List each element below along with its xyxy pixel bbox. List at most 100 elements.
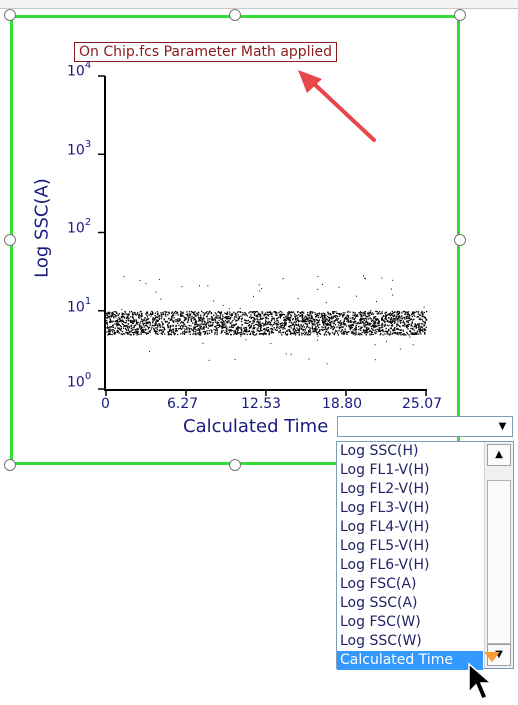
scatter-point [159, 324, 162, 326]
plot-title[interactable]: On Chip.fcs Parameter Math applied [74, 42, 337, 62]
scatter-point [121, 333, 123, 336]
scatter-point [397, 324, 399, 326]
scatter-point [271, 328, 273, 330]
list-item-log-fl4-v-h[interactable]: Log FL4-V(H) [340, 519, 430, 535]
scatter-point [366, 330, 368, 332]
scatter-point [221, 314, 224, 316]
resize-handle-left[interactable] [4, 234, 16, 246]
scatter-point [108, 332, 111, 335]
scatter-point-outlier [315, 327, 317, 329]
scatter-point-outlier [148, 327, 150, 329]
scatter-point [184, 318, 186, 321]
scatter-point [392, 330, 394, 332]
resize-handle-top-left[interactable] [4, 9, 16, 21]
scatter-point [329, 314, 331, 316]
scatter-point [221, 324, 223, 326]
resize-handle-bottom-left[interactable] [4, 459, 16, 471]
scatter-point [168, 311, 170, 313]
scatter-point [355, 320, 357, 322]
list-item-log-fl5-v-h[interactable]: Log FL5-V(H) [340, 538, 430, 554]
scatter-point [264, 323, 266, 325]
resize-handle-bottom[interactable] [229, 459, 241, 471]
parameter-list[interactable]: Log SSC(H) Log FL1-V(H) Log FL2-V(H) Log… [336, 441, 514, 670]
scatter-point [381, 319, 383, 321]
scatter-point [113, 317, 115, 319]
resize-handle-right[interactable] [454, 234, 466, 246]
scatter-point [114, 323, 116, 325]
scatter-point [386, 314, 388, 317]
scatter-point [240, 332, 242, 334]
scatter-point [314, 331, 316, 333]
scatter-point [333, 316, 335, 318]
scatter-point [425, 319, 428, 321]
scatter-point [131, 327, 133, 329]
scatter-point [274, 323, 276, 325]
list-item-log-fl3-v-h[interactable]: Log FL3-V(H) [340, 500, 430, 516]
scatter-point [130, 319, 132, 322]
list-item-log-ssc-h[interactable]: Log SSC(H) [340, 443, 419, 459]
scatter-point [266, 311, 269, 313]
list-scrollbar[interactable]: ▲ ▼ [484, 442, 513, 668]
scatter-point [414, 332, 416, 334]
scatter-point [253, 324, 255, 326]
scatter-point [347, 315, 349, 318]
scatter-point [316, 322, 318, 324]
dropdown-arrow-icon[interactable]: ▼ [498, 421, 507, 432]
scatter-point [128, 331, 130, 333]
scatter-point [207, 322, 210, 324]
list-item-log-fl6-v-h[interactable]: Log FL6-V(H) [340, 557, 430, 573]
scatter-point [124, 311, 126, 313]
y-axis-label[interactable]: Log SSC(A) [31, 178, 53, 278]
scatter-point [312, 328, 314, 330]
resize-handle-top[interactable] [229, 9, 241, 21]
scatter-point [325, 326, 327, 328]
scatter-point [117, 324, 119, 326]
scatter-point [326, 328, 328, 330]
scatter-point [317, 331, 319, 334]
scatter-point-outlier [234, 358, 236, 360]
scroll-up-icon[interactable]: ▲ [487, 444, 511, 466]
scatter-point [390, 314, 393, 316]
list-item-log-fl1-v-h[interactable]: Log FL1-V(H) [340, 462, 430, 478]
scatter-point [297, 328, 299, 330]
x-axis-label[interactable]: Calculated Time [183, 416, 329, 437]
scatter-point [405, 334, 407, 336]
scatter-point [253, 318, 255, 320]
scatter-point-outlier [413, 314, 415, 316]
scatter-point [288, 318, 290, 320]
list-item-log-ssc-w[interactable]: Log SSC(W) [340, 633, 422, 649]
scatter-point [204, 313, 206, 315]
scatter-point [410, 318, 413, 320]
scatter-point [391, 314, 393, 316]
y-tick-label-10-4: 104 [67, 60, 92, 80]
scatter-point [181, 314, 183, 316]
scatter-point [112, 326, 114, 328]
scatter-point [314, 320, 316, 322]
list-item-log-fl2-v-h[interactable]: Log FL2-V(H) [340, 481, 430, 497]
scatter-point-outlier [156, 319, 158, 321]
list-item-log-fsc-a[interactable]: Log FSC(A) [340, 576, 417, 592]
scatter-point [212, 317, 214, 319]
list-item-log-ssc-a[interactable]: Log SSC(A) [340, 595, 418, 611]
scatter-point [366, 316, 368, 318]
scatter-point [384, 324, 386, 327]
scroll-thumb[interactable] [487, 480, 511, 644]
scatter-point [229, 313, 231, 315]
list-item-calculated-time[interactable]: Calculated Time [337, 651, 483, 670]
scatter-point [328, 319, 331, 321]
scatter-point [167, 332, 170, 335]
scatter-point [247, 325, 250, 327]
scatter-point [266, 330, 269, 332]
scatter-point [214, 325, 216, 327]
scatter-point [108, 312, 110, 315]
scatter-point [132, 332, 134, 334]
scatter-point [171, 316, 173, 319]
list-item-log-fsc-w[interactable]: Log FSC(W) [340, 614, 421, 630]
scatter-point [118, 316, 120, 319]
scatter-point [264, 333, 266, 335]
scatter-point [127, 313, 129, 315]
scatter-point [296, 330, 298, 332]
parameter-dropdown[interactable]: ▼ [337, 416, 513, 437]
scatter-point [414, 311, 416, 314]
resize-handle-top-right[interactable] [454, 9, 466, 21]
